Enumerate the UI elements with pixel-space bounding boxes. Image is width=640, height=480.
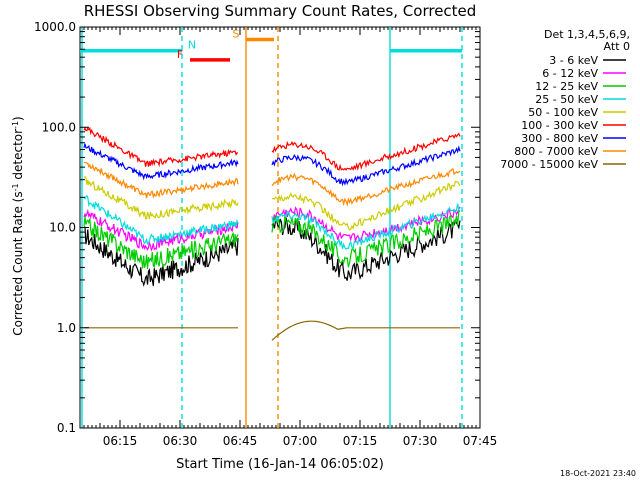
series-line [83,208,239,252]
flag-label: F [177,48,183,61]
legend-label: 25 - 50 keV [535,93,598,106]
y-label-main: Corrected Count Rate (s [11,191,25,335]
x-axis: 06:15 06:30 06:45 07:00 07:15 07:30 07:45 [83,27,498,448]
legend-header-1: Det 1,3,4,5,6,9, [544,28,630,41]
series-line [271,180,461,231]
legend-label: 100 - 300 keV [521,119,598,132]
x-tick-label: 06:15 [103,434,138,448]
x-tick-label: 06:45 [223,434,258,448]
series-line [83,216,239,270]
legend-header-2: Att 0 [604,40,630,53]
y-tick-label: 1000.0 [34,20,76,34]
x-tick-label: 07:45 [463,434,498,448]
footer-date: 18-Oct-2021 23:40 [560,469,636,478]
series-line [83,194,239,246]
series-line [271,168,461,207]
series-line [83,126,239,168]
x-tick-label: 07:15 [343,434,378,448]
series-line [271,203,461,250]
series-line [271,210,461,268]
y-axis: 0.1 1.0 10.0 100.0 1000.0 [34,20,480,435]
series-line [83,143,239,181]
series-line [271,320,460,341]
chart-title: RHESSI Observing Summary Count Rates, Co… [84,2,477,20]
x-tick-label: 07:30 [403,434,438,448]
series-line [271,132,461,171]
series-line [83,176,239,220]
legend-label: 12 - 25 keV [535,80,598,93]
legend-label: 3 - 6 keV [549,54,598,67]
y-tick-label: 0.1 [57,421,76,435]
y-tick-label: 10.0 [49,221,76,235]
y-label-sup2: -1 [11,121,20,129]
x-tick-label: 06:30 [163,434,198,448]
flag-label: S [233,28,240,41]
x-tick-label: 07:00 [283,434,318,448]
legend-label: 50 - 100 keV [528,106,598,119]
series-line [83,161,239,199]
series-line [83,226,239,287]
legend-label: 6 - 12 keV [542,67,598,80]
legend-label: 7000 - 15000 keV [500,158,598,171]
y-label-mid: detector [11,129,25,184]
x-axis-label: Start Time (16-Jan-14 06:05:02) [176,457,384,472]
y-tick-label: 100.0 [42,120,76,134]
y-label-end: ) [11,116,25,121]
flag-label: N [188,39,196,52]
y-tick-label: 1.0 [57,321,76,335]
y-axis-label: Corrected Count Rate (s-1 detector-1) [11,116,25,335]
series-line [271,145,461,187]
legend-label: 800 - 7000 keV [514,145,598,158]
plot-area: NF S [79,26,481,429]
legend-label: 300 - 800 keV [521,132,598,145]
y-label-sup1: -1 [11,183,20,191]
